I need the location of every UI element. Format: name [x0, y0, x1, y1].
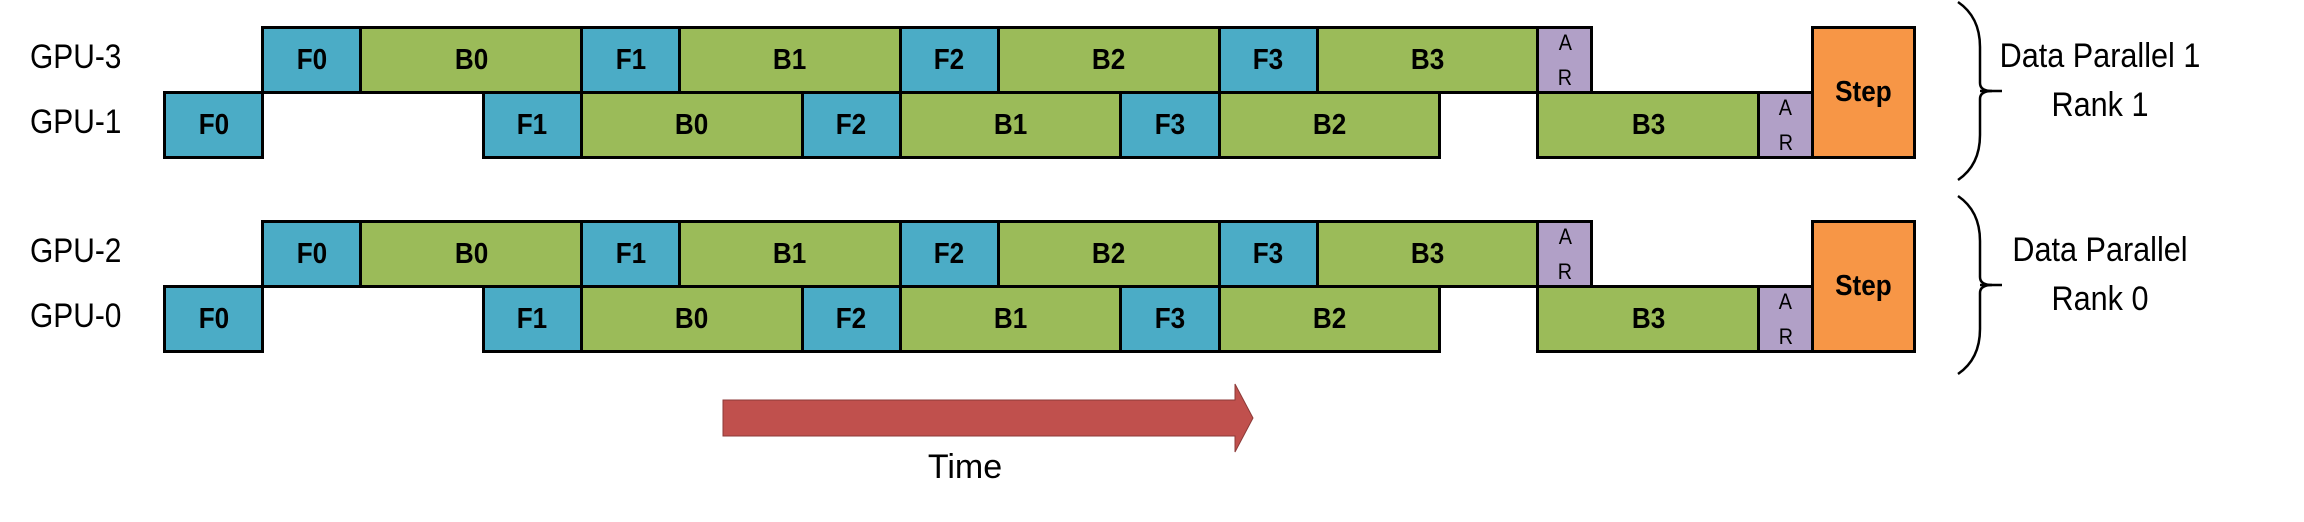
- forward-block: F2: [898, 220, 1000, 288]
- forward-block: F2: [800, 285, 902, 353]
- backward-block: B2: [1217, 91, 1442, 159]
- gpu-label: GPU-0: [30, 297, 122, 335]
- backward-block: B0: [579, 285, 804, 353]
- backward-block: B1: [678, 26, 902, 94]
- step-block: Step: [1811, 26, 1917, 159]
- forward-block: F1: [579, 220, 682, 288]
- time-label: Time: [927, 448, 1003, 486]
- backward-block: B2: [1217, 285, 1442, 353]
- data-parallel-rank-label: Data Parallel Rank 0: [2012, 231, 2188, 319]
- backward-block: B2: [996, 26, 1221, 94]
- forward-block: F1: [481, 285, 583, 353]
- forward-block: F0: [163, 285, 265, 353]
- forward-block: F3: [1119, 91, 1221, 159]
- forward-block: F2: [800, 91, 902, 159]
- forward-block: F2: [898, 26, 1000, 94]
- backward-block: B3: [1315, 26, 1540, 94]
- forward-block: F3: [1217, 26, 1319, 94]
- backward-block: B0: [359, 220, 583, 288]
- forward-block: F3: [1217, 220, 1319, 288]
- backward-block: B1: [678, 220, 902, 288]
- forward-block: F0: [163, 91, 265, 159]
- backward-block: B2: [996, 220, 1221, 288]
- forward-block: F0: [261, 26, 363, 94]
- forward-block: F3: [1119, 285, 1221, 353]
- gpu-label: GPU-1: [30, 103, 122, 141]
- backward-block: B1: [898, 285, 1123, 353]
- forward-block: F1: [579, 26, 682, 94]
- backward-block: B1: [898, 91, 1123, 159]
- gpu-label: GPU-2: [30, 232, 122, 270]
- forward-block: F0: [261, 220, 363, 288]
- step-block: Step: [1811, 220, 1917, 353]
- backward-block: B0: [359, 26, 583, 94]
- backward-block: B3: [1536, 91, 1761, 159]
- time-arrow-icon: [722, 383, 1254, 453]
- forward-block: F1: [481, 91, 583, 159]
- backward-block: B0: [579, 91, 804, 159]
- data-parallel-rank-label: Data Parallel 1 Rank 1: [1999, 37, 2201, 125]
- gpu-label: GPU-3: [30, 38, 122, 76]
- backward-block: B3: [1536, 285, 1761, 353]
- backward-block: B3: [1315, 220, 1540, 288]
